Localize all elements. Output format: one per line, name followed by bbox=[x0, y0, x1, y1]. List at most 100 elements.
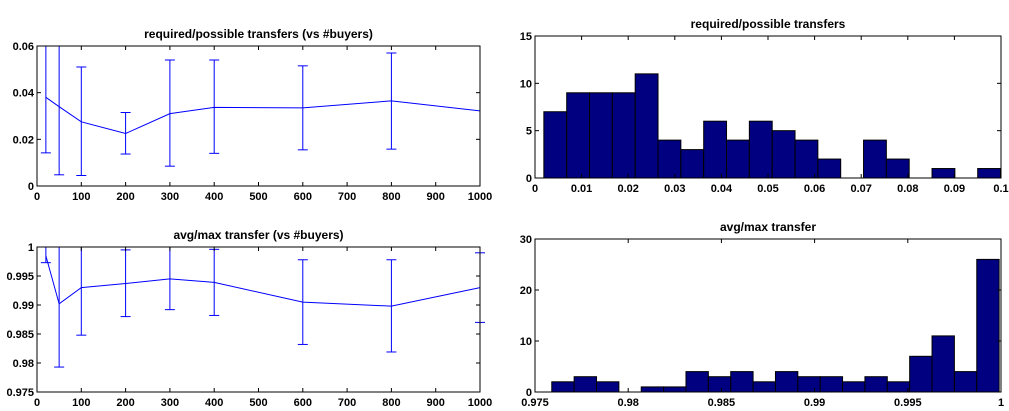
histogram-bar bbox=[819, 376, 844, 393]
histogram-bar bbox=[596, 381, 620, 393]
x-tick-label: 500 bbox=[249, 191, 267, 203]
chart-panel-2: required/possible transfers 0 0.01 0.02 0.03… bbox=[520, 17, 1009, 195]
x-tick-label: 100 bbox=[72, 397, 90, 409]
series-line bbox=[45, 96, 481, 135]
y-tick-label: 1 bbox=[28, 242, 34, 254]
x-tick-label: 0 bbox=[532, 183, 538, 195]
histogram-bar bbox=[771, 130, 796, 179]
x-tick-label: 900 bbox=[427, 191, 445, 203]
error-bar bbox=[54, 247, 65, 368]
histogram-bar bbox=[953, 371, 978, 393]
histogram-bar bbox=[663, 386, 687, 393]
histogram-bar bbox=[797, 376, 821, 393]
histogram-bar bbox=[817, 158, 842, 179]
x-tick-label: 0.08 bbox=[897, 183, 918, 195]
chart-title: avg/max transfer bbox=[720, 220, 816, 234]
error-bar bbox=[297, 259, 308, 345]
error-bar bbox=[40, 46, 51, 154]
x-tick-label: 800 bbox=[382, 191, 400, 203]
y-tick-label: 15 bbox=[520, 31, 532, 43]
histogram-bar bbox=[589, 92, 613, 179]
x-tick-label: 1 bbox=[998, 397, 1004, 409]
x-tick-label: 0.995 bbox=[894, 397, 922, 409]
chart-panel-1: required/possible transfers (vs #buyers)… bbox=[13, 27, 493, 203]
histogram-bar bbox=[551, 381, 575, 393]
x-tick-label: 700 bbox=[338, 191, 356, 203]
histogram-bar bbox=[611, 92, 636, 179]
histogram-bar bbox=[863, 139, 887, 179]
error-bar bbox=[76, 247, 87, 336]
x-tick-label: 200 bbox=[116, 191, 134, 203]
y-tick-label: 10 bbox=[520, 78, 532, 90]
histogram-bar bbox=[885, 158, 910, 179]
y-tick-label: 0 bbox=[28, 181, 34, 193]
axes-frame bbox=[36, 45, 481, 187]
histogram-bar bbox=[842, 381, 866, 393]
x-tick-label: 0.09 bbox=[944, 183, 965, 195]
x-tick-label: 1000 bbox=[468, 191, 492, 203]
x-tick-label: 300 bbox=[161, 191, 179, 203]
histogram-bar bbox=[752, 381, 776, 393]
x-tick-label: 0.04 bbox=[711, 183, 733, 195]
chart-title: required/possible transfers bbox=[691, 17, 846, 31]
y-tick-label: 0.99 bbox=[13, 300, 34, 312]
y-tick-label: 0 bbox=[526, 387, 532, 399]
y-tick-label: 20 bbox=[520, 285, 532, 297]
chart-title: required/possible transfers (vs #buyers) bbox=[144, 27, 373, 41]
x-tick-label: 0.01 bbox=[571, 183, 592, 195]
error-bar bbox=[164, 246, 175, 311]
histogram-bar bbox=[634, 73, 659, 179]
chart-title: avg/max transfer (vs #buyers) bbox=[173, 228, 343, 242]
error-bar bbox=[54, 46, 65, 176]
histogram-bar bbox=[685, 371, 709, 393]
x-tick-label: 700 bbox=[338, 397, 356, 409]
axes-frame bbox=[534, 238, 1002, 393]
x-tick-label: 0.02 bbox=[617, 183, 638, 195]
series-line bbox=[45, 255, 481, 307]
histogram-bar bbox=[730, 371, 754, 393]
x-tick-label: 0.975 bbox=[521, 397, 549, 409]
x-tick-label: 0.99 bbox=[804, 397, 825, 409]
y-tick-label: 0.985 bbox=[6, 329, 34, 341]
x-tick-label: 0.06 bbox=[804, 183, 825, 195]
x-tick-label: 600 bbox=[294, 191, 312, 203]
error-bar bbox=[120, 112, 131, 155]
x-tick-label: 0 bbox=[34, 191, 40, 203]
error-bar bbox=[386, 259, 397, 353]
x-tick-label: 0.03 bbox=[664, 183, 685, 195]
error-bar bbox=[76, 66, 87, 176]
x-tick-label: 500 bbox=[249, 397, 267, 409]
y-tick-label: 10 bbox=[520, 336, 532, 348]
x-tick-label: 200 bbox=[116, 397, 134, 409]
histogram-bar bbox=[680, 149, 705, 179]
x-tick-label: 400 bbox=[205, 191, 223, 203]
x-tick-label: 0.05 bbox=[757, 183, 778, 195]
histogram-bar bbox=[909, 355, 933, 393]
y-tick-label: 0.98 bbox=[13, 358, 34, 370]
y-tick-label: 0.995 bbox=[6, 271, 34, 283]
error-bar bbox=[209, 59, 220, 154]
chart-panel-3: avg/max transfer (vs #buyers) 0 100 200 300 4… bbox=[6, 228, 492, 409]
histogram-bar bbox=[543, 111, 568, 179]
x-tick-label: 1000 bbox=[468, 397, 492, 409]
error-bar bbox=[40, 247, 51, 264]
error-bar bbox=[386, 52, 397, 150]
x-tick-label: 800 bbox=[382, 397, 400, 409]
x-tick-label: 600 bbox=[294, 397, 312, 409]
x-tick-label: 0.98 bbox=[617, 397, 638, 409]
histogram-bar bbox=[977, 168, 1002, 179]
histogram-bar bbox=[864, 376, 888, 393]
histogram-bar bbox=[886, 381, 911, 393]
x-tick-label: 0.07 bbox=[850, 183, 871, 195]
histogram-bar bbox=[748, 120, 773, 179]
error-bar bbox=[164, 59, 175, 167]
x-tick-label: 0.1 bbox=[993, 183, 1008, 195]
histogram-bar bbox=[657, 139, 682, 179]
histogram-bar bbox=[726, 139, 750, 179]
y-tick-label: 0 bbox=[526, 173, 532, 185]
histogram-bar bbox=[640, 386, 665, 393]
x-tick-label: 0 bbox=[34, 397, 40, 409]
x-tick-label: 0.985 bbox=[708, 397, 736, 409]
y-tick-label: 0.975 bbox=[6, 387, 34, 399]
